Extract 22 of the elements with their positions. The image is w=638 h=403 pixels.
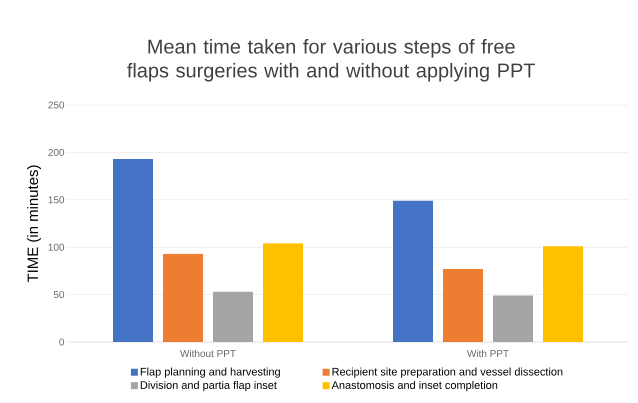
y-tick-label: 250	[48, 101, 64, 109]
legend-label: Division and partia flap inset	[140, 380, 277, 392]
bar	[393, 200, 434, 342]
legend-label: Flap planning and harvesting	[140, 368, 280, 378]
chart-title: Mean time taken for various steps of free flaps surgeries with and without applying PPT	[127, 39, 535, 82]
x-tick-label: Without PPT	[180, 350, 236, 358]
bar	[443, 269, 484, 342]
legend-label: Anastomosis and inset completion	[332, 380, 498, 392]
bar	[493, 296, 534, 342]
bar	[263, 243, 304, 342]
bar	[163, 254, 203, 342]
x-tick-label: With PPT	[467, 350, 509, 358]
y-tick-label: 100	[48, 244, 64, 251]
y-tick-label: 150	[48, 196, 64, 204]
bar	[213, 292, 253, 342]
y-tick-label: 200	[48, 148, 64, 156]
legend-label: Recipient site preparation and vessel dissection	[332, 368, 562, 378]
bar	[543, 246, 584, 342]
y-axis-title: TIME (in minutes)	[27, 165, 42, 282]
bar	[113, 159, 153, 342]
y-tick-label: 50	[54, 291, 64, 298]
y-tick-label: 0	[59, 338, 64, 346]
